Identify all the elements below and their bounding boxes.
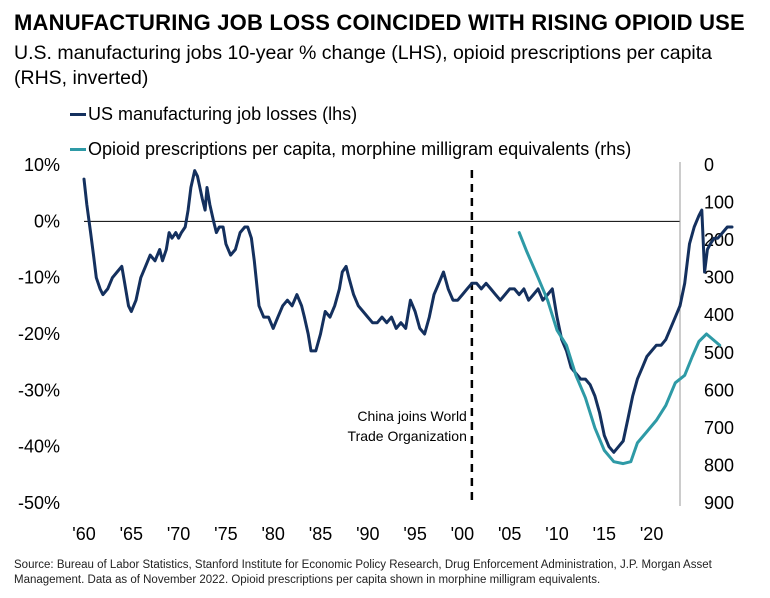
footnote: Source: Bureau of Labor Statistics, Stan… xyxy=(14,559,712,586)
x-tick-label: '90 xyxy=(356,524,379,544)
left-tick-label: -40% xyxy=(18,437,60,457)
legend-item-opioid: Opioid prescriptions per capita, morphin… xyxy=(70,139,631,160)
chart-subtitle: U.S. manufacturing jobs 10-year % change… xyxy=(14,42,713,89)
legend-label-opioid: Opioid prescriptions per capita, morphin… xyxy=(88,139,632,159)
x-tick-label: '80 xyxy=(261,524,284,544)
right-tick-label: 500 xyxy=(704,343,734,363)
x-tick-label: '20 xyxy=(640,524,663,544)
series-lines xyxy=(82,169,734,466)
annotation-line-2: Trade Organization xyxy=(348,428,467,444)
right-tick-label: 400 xyxy=(704,305,734,325)
zero-reference-line xyxy=(84,162,681,506)
legend-swatch-job-losses xyxy=(70,113,86,116)
x-tick-label: '15 xyxy=(593,524,616,544)
right-axis-ticks: 0 100 200 300 400 500 600 700 800 900 xyxy=(704,155,734,513)
left-tick-label: -50% xyxy=(18,493,60,513)
annotation-line-1: China joins World xyxy=(357,408,466,424)
x-tick-label: '70 xyxy=(167,524,190,544)
legend-swatch-opioid xyxy=(70,148,86,151)
wto-annotation: China joins World Trade Organization xyxy=(348,170,474,503)
legend-item-job-losses: US manufacturing job losses (lhs) xyxy=(70,104,357,125)
x-tick-label: '10 xyxy=(545,524,568,544)
x-tick-label: '00 xyxy=(451,524,474,544)
left-tick-label: 10% xyxy=(24,155,60,175)
series-line-opioid xyxy=(517,231,722,466)
x-tick-label: '60 xyxy=(72,524,95,544)
right-tick-label: 800 xyxy=(704,455,734,475)
right-tick-label: 200 xyxy=(704,230,734,250)
left-tick-label: -10% xyxy=(18,268,60,288)
right-tick-label: 600 xyxy=(704,380,734,400)
right-tick-label: 900 xyxy=(704,493,734,513)
left-tick-label: 0% xyxy=(34,211,60,231)
right-tick-label: 300 xyxy=(704,268,734,288)
right-tick-label: 700 xyxy=(704,418,734,438)
left-tick-label: -30% xyxy=(18,380,60,400)
x-tick-label: '95 xyxy=(403,524,426,544)
chart-title: MANUFACTURING JOB LOSS COINCIDED WITH RI… xyxy=(14,10,745,35)
x-tick-label: '75 xyxy=(214,524,237,544)
left-axis-ticks: 10% 0% -10% -20% -30% -40% -50% xyxy=(18,155,60,513)
series-line-job-losses xyxy=(82,169,734,454)
legend-label-job-losses: US manufacturing job losses (lhs) xyxy=(88,104,358,124)
x-tick-label: '65 xyxy=(120,524,143,544)
x-tick-label: '85 xyxy=(309,524,332,544)
x-tick-label: '05 xyxy=(498,524,521,544)
x-axis-ticks: '60 '65 '70 '75 '80 '85 '90 '95 '00 '05 '10 '15 '20 xyxy=(72,524,663,544)
right-tick-label: 100 xyxy=(704,193,734,213)
right-tick-label: 0 xyxy=(704,155,714,175)
left-tick-label: -20% xyxy=(18,324,60,344)
